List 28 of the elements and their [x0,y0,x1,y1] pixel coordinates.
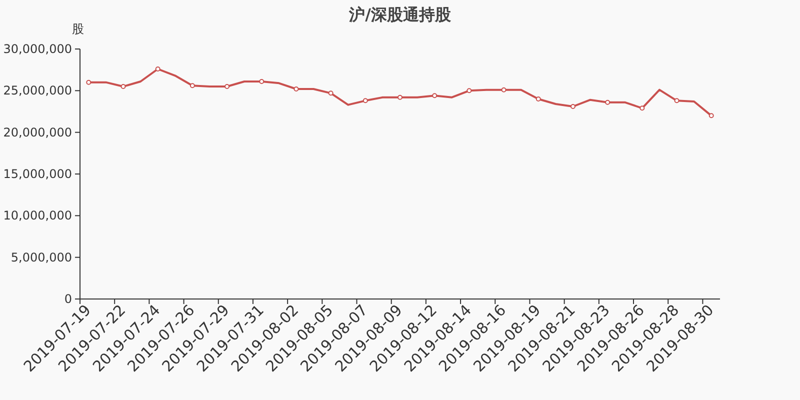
y-axis-title: 股 [72,22,84,36]
y-tick-label: 30,000,000 [3,42,72,56]
y-tick-label: 15,000,000 [3,167,72,181]
y-tick-label: 25,000,000 [3,84,72,98]
point [294,86,299,92]
y-tick-label: 0 [64,292,72,306]
y-tick-label: 5,000,000 [10,250,72,264]
point [536,96,541,102]
point [708,113,714,118]
chart-title: 沪/深股通持股 [348,5,452,24]
point [155,66,160,72]
point [640,106,645,111]
point [362,98,368,104]
point [432,93,438,98]
point [86,80,92,85]
point [190,83,195,88]
point [398,94,402,100]
y-tick-label: 20,000,000 [3,125,72,140]
point [328,90,334,96]
point [501,87,506,92]
point [570,104,576,109]
point [224,84,230,89]
point [466,88,472,94]
y-tick-label: 10,000,000 [3,208,72,223]
point [674,98,680,104]
point [259,79,264,84]
point [605,100,610,105]
point [120,84,126,89]
